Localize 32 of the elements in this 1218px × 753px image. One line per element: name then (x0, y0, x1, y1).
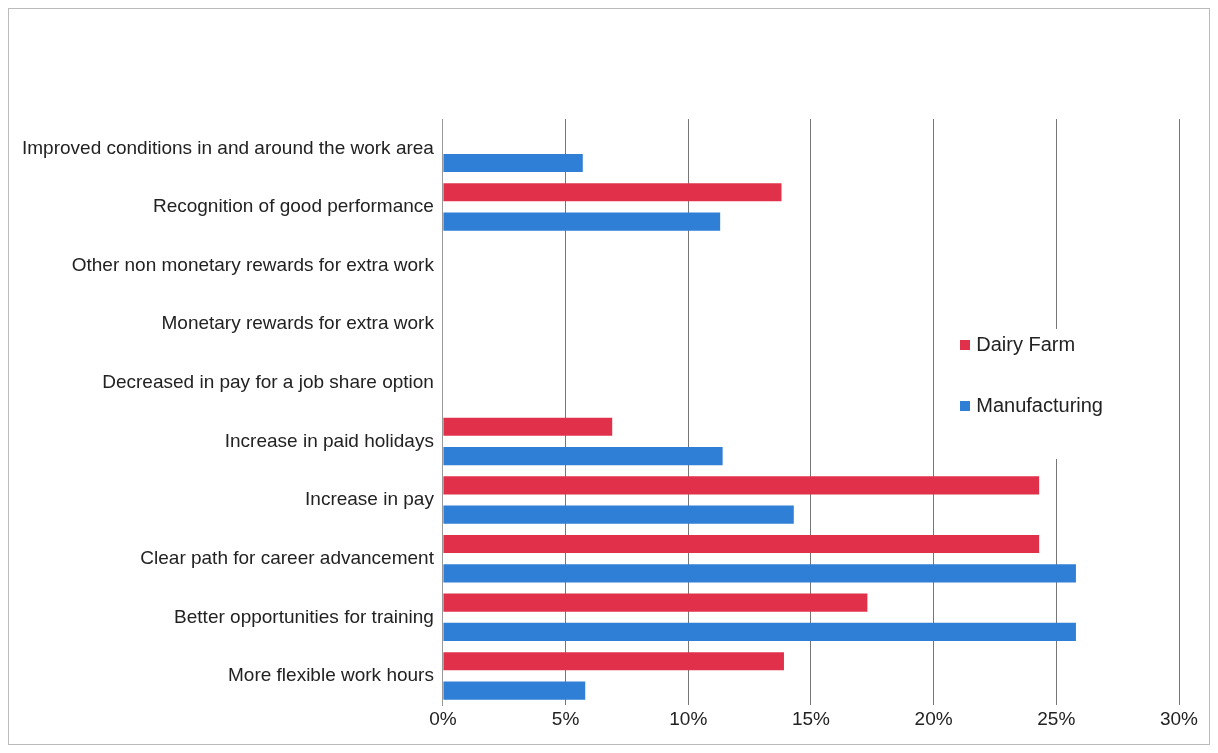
x-tick-label: 20% (914, 707, 953, 729)
y-tick-label: Increase in pay (305, 488, 435, 510)
bar (443, 622, 1076, 642)
bar (443, 534, 1040, 554)
legend-label: Manufacturing (976, 394, 1103, 417)
x-tick-label: 5% (551, 707, 580, 729)
x-tick-label: 15% (791, 707, 831, 729)
bar (443, 505, 794, 524)
bar (443, 681, 586, 700)
y-tick-label: Better opportunities for training (174, 605, 434, 627)
bar (443, 564, 1076, 583)
bar (443, 183, 782, 202)
bar (443, 446, 723, 466)
y-tick-label: Decreased in pay for a job share option (102, 371, 434, 393)
y-tick-label: Improved conditions in and around the work area (21, 136, 435, 158)
bar (443, 476, 1040, 495)
x-tick-label: 30% (1159, 707, 1199, 729)
bar (443, 153, 583, 173)
bar (443, 652, 784, 671)
x-tick-label: 0% (429, 707, 457, 729)
y-tick-label: Increase in paid holidays (224, 429, 434, 451)
y-tick-label: More flexible work hours (227, 664, 434, 686)
y-tick-label: Monetary rewards for extra work (161, 312, 435, 334)
x-tick-label: 10% (669, 707, 708, 729)
bar (443, 212, 721, 231)
x-tick-label: 25% (1037, 707, 1076, 729)
y-tick-label: Recognition of good performance (152, 195, 434, 217)
y-tick-label: Other non monetary rewards for extra work (71, 253, 435, 275)
bar (443, 417, 613, 436)
legend-label: Dairy Farm (976, 333, 1076, 356)
bar (443, 593, 868, 612)
y-tick-label: Clear path for career advancement (140, 546, 435, 568)
